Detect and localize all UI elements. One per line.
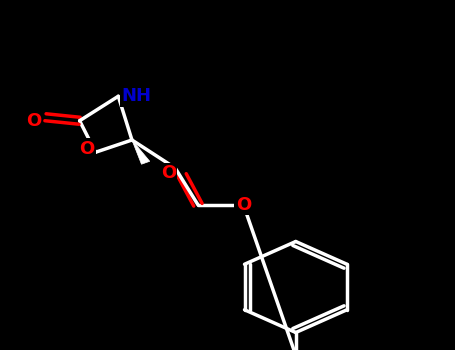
Text: O: O xyxy=(161,164,176,182)
Text: O: O xyxy=(26,112,42,130)
Polygon shape xyxy=(132,140,150,164)
Text: O: O xyxy=(236,196,251,214)
Text: O: O xyxy=(79,140,94,158)
Text: NH: NH xyxy=(121,87,152,105)
